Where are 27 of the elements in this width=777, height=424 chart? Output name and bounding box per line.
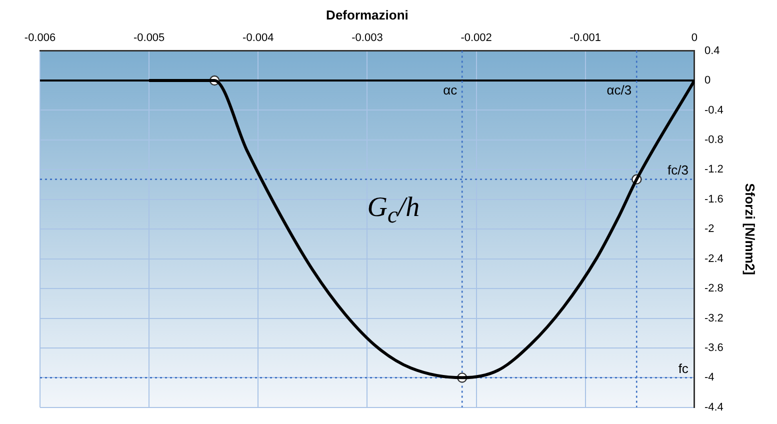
y-tick-label: -4 xyxy=(704,372,714,384)
y-tick-label: 0.4 xyxy=(704,44,720,57)
y-tick-label: -2.8 xyxy=(704,282,724,295)
x-tick-label: -0.004 xyxy=(242,32,274,44)
y-tick-label: -2.4 xyxy=(704,252,724,265)
y-tick-label: -3.6 xyxy=(704,342,724,354)
y-tick-label: -1.6 xyxy=(704,193,724,206)
y-tick-label: -2 xyxy=(704,223,714,236)
x-tick-label: -0.002 xyxy=(460,32,492,44)
x-axis-title: Deformazioni xyxy=(326,7,408,22)
x-tick-label: -0.001 xyxy=(570,32,601,44)
y-tick-label: -1.2 xyxy=(704,164,724,176)
x-tick-label: -0.006 xyxy=(24,32,56,44)
y-tick-label: -0.4 xyxy=(704,104,724,116)
ref-line-label: fc xyxy=(678,360,689,376)
x-tick-label: 0 xyxy=(691,32,698,44)
annotation: G$_{c}$/h xyxy=(367,192,420,230)
y-tick-label: -0.8 xyxy=(704,134,724,146)
x-tick-label: -0.003 xyxy=(352,32,383,44)
ref-line-label: αc xyxy=(443,82,458,98)
y-axis-title: Sforzi [N/mm2] xyxy=(742,183,758,275)
y-tick-label: -4.4 xyxy=(704,401,724,414)
x-tick-label: -0.005 xyxy=(133,32,165,44)
ref-line-label: fc/3 xyxy=(667,162,688,178)
ref-line-label: αc/3 xyxy=(606,82,632,98)
y-tick-label: 0 xyxy=(704,74,711,87)
y-tick-label: -3.2 xyxy=(704,312,724,324)
